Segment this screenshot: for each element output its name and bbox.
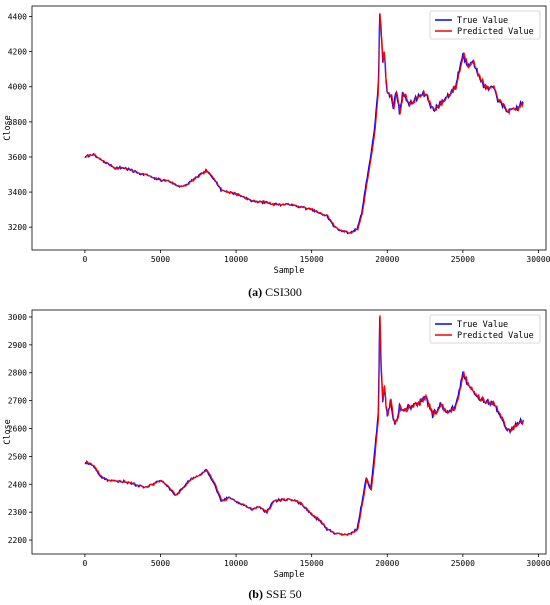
legend-entry: Predicted Value (457, 27, 534, 37)
series-predicted-value-line (84, 13, 524, 235)
x-tick-label: 10000 (224, 255, 248, 264)
x-tick-label: 25000 (451, 559, 475, 568)
chart-csi300-caption: (a) CSI300 (0, 285, 550, 300)
chart-sse50: 0 5000 10000 15000 20000 25000 30000 2200 2300 24… (0, 305, 550, 605)
x-axis-label: Sample (274, 266, 305, 276)
caption-text: CSI300 (265, 285, 302, 299)
legend-box (429, 314, 541, 344)
y-tick-label: 3000 (8, 313, 27, 322)
chart-csi300-plot: 0 5000 10000 15000 20000 25000 30000 3200 3400 36… (3, 5, 550, 276)
y-axis-label: Close (3, 115, 13, 141)
legend-entry: Predicted Value (457, 331, 534, 341)
legend-entry: True Value (457, 16, 508, 26)
plot-frame (31, 309, 547, 555)
x-tick-label: 0 (82, 559, 87, 568)
x-tick-label: 20000 (375, 255, 399, 264)
x-tick-label: 5000 (151, 255, 170, 264)
x-tick-label: 25000 (451, 255, 475, 264)
plot-frame (31, 5, 547, 251)
series-true-value-line (84, 316, 524, 536)
x-tick-label: 10000 (224, 559, 248, 568)
y-tick-label: 2900 (8, 341, 27, 350)
caption-label: (b) (248, 587, 263, 601)
chart-csi300: 0 5000 10000 15000 20000 25000 30000 3200 3400 36… (0, 0, 550, 300)
x-tick-label: 0 (82, 255, 87, 264)
y-tick-label: 3400 (8, 188, 27, 197)
legend-entry: True Value (457, 320, 508, 330)
y-tick-label: 3600 (8, 153, 27, 162)
chart-sse50-plot: 0 5000 10000 15000 20000 25000 30000 2200 2300 24… (3, 309, 550, 580)
y-tick-label: 2800 (8, 369, 27, 378)
y-tick-label: 3800 (8, 118, 27, 127)
y-tick-label: 4200 (8, 48, 27, 57)
legend-box (429, 10, 541, 40)
x-tick-label: 15000 (300, 255, 324, 264)
caption-label: (a) (248, 285, 263, 299)
y-tick-label: 2400 (8, 480, 27, 489)
chart-sse50-caption: (b) SSE 50 (0, 587, 550, 602)
y-tick-label: 4000 (8, 83, 27, 92)
y-axis-label: Close (3, 419, 13, 445)
y-tick-label: 2200 (8, 536, 27, 545)
y-tick-label: 4400 (8, 13, 27, 22)
x-tick-label: 30000 (526, 255, 550, 264)
y-tick-label: 2300 (8, 508, 27, 517)
x-tick-label: 20000 (375, 559, 399, 568)
x-tick-label: 5000 (151, 559, 170, 568)
series-predicted-value-line (84, 315, 524, 537)
y-tick-label: 2700 (8, 397, 27, 406)
x-tick-label: 15000 (300, 559, 324, 568)
x-tick-label: 30000 (526, 559, 550, 568)
series-true-value-line (84, 13, 524, 235)
y-tick-label: 2500 (8, 452, 27, 461)
x-axis-label: Sample (274, 570, 305, 580)
y-tick-label: 3200 (8, 223, 27, 232)
caption-text: SSE 50 (265, 587, 302, 601)
y-tick-label: 2600 (8, 425, 27, 434)
